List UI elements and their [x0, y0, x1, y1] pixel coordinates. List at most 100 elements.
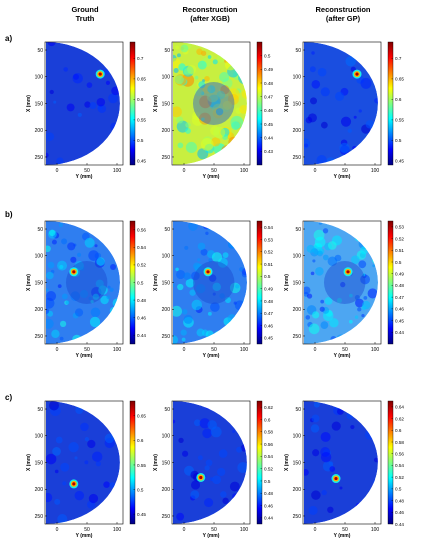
x-axis-label: Y (mm): [334, 353, 351, 359]
colorbar-tick-label: 0.48: [395, 498, 404, 503]
colorbar-tick-label: 0.55: [137, 463, 146, 468]
x-tick-label: 100: [113, 347, 122, 353]
y-tick-label: 250: [162, 334, 171, 340]
colorbar-tick-label: 0.44: [264, 135, 273, 140]
column-header-gp: Reconstruction (after GP): [288, 5, 398, 23]
colorbar: [256, 41, 263, 166]
colorbar-tick-label: 0.48: [264, 491, 273, 496]
lesion-marker: [98, 72, 102, 76]
colorbar-tick-label: 0.44: [395, 330, 404, 335]
colorbar: [129, 400, 136, 525]
x-tick-label: 0: [314, 347, 317, 353]
y-tick-label: 100: [293, 75, 302, 81]
lesion-marker: [72, 270, 76, 274]
colorbar-tick-label: 0.47: [264, 311, 273, 316]
lesion-marker: [355, 72, 359, 76]
colorbar-tick-label: 0.46: [264, 108, 273, 113]
colorbar-tick-label: 0.65: [395, 77, 404, 82]
y-tick-label: 100: [162, 75, 171, 81]
colorbar-tick-label: 0.62: [264, 405, 273, 410]
colorbar-tick-label: 0.46: [264, 503, 273, 508]
colorbar-tick-label: 0.52: [137, 263, 146, 268]
colorbar-tick-label: 0.46: [395, 510, 404, 515]
lesion-marker: [72, 482, 76, 486]
colorbar-tick-label: 0.44: [137, 333, 146, 338]
y-tick-label: 250: [293, 334, 302, 340]
y-axis-label: X (mm): [26, 274, 32, 291]
x-tick-label: 50: [342, 168, 348, 174]
y-tick-label: 100: [35, 434, 44, 440]
column-header-ground-truth: Ground Truth: [30, 5, 140, 23]
colorbar-tick-label: 0.49: [395, 272, 404, 277]
y-tick-label: 50: [37, 227, 43, 233]
colorbar-tick-label: 0.49: [264, 67, 273, 72]
colorbar: [387, 41, 394, 166]
y-tick-label: 150: [293, 460, 302, 466]
x-tick-label: 0: [183, 168, 186, 174]
y-tick-label: 200: [35, 487, 44, 493]
y-tick-label: 100: [35, 254, 44, 260]
lesion-marker: [199, 475, 203, 480]
colorbar-tick-label: 0.56: [264, 442, 273, 447]
colorbar-tick-label: 0.65: [137, 414, 146, 419]
x-tick-label: 0: [183, 347, 186, 353]
x-tick-label: 0: [314, 168, 317, 174]
colorbar-tick-label: 0.6: [137, 438, 144, 443]
lesion-marker: [346, 270, 350, 274]
column-header-line2: (after XGB): [190, 14, 230, 23]
colorbar-tick-label: 0.65: [137, 77, 146, 82]
x-tick-label: 50: [84, 347, 90, 353]
colorbar-tick-label: 0.51: [264, 262, 273, 267]
lesion-marker: [206, 270, 210, 274]
y-tick-label: 150: [35, 460, 44, 466]
y-tick-label: 250: [162, 155, 171, 161]
y-tick-label: 100: [162, 254, 171, 260]
y-tick-label: 150: [35, 280, 44, 286]
colorbar-tick-label: 0.5: [395, 487, 402, 492]
y-tick-label: 200: [162, 487, 171, 493]
x-tick-label: 50: [342, 527, 348, 533]
y-tick-label: 250: [293, 155, 302, 161]
y-axis-label: X (mm): [153, 95, 159, 112]
x-tick-label: 100: [371, 347, 380, 353]
y-axis-label: X (mm): [26, 454, 32, 471]
column-header-line1: Reconstruction: [315, 5, 371, 14]
colorbar-tick-label: 0.5: [395, 260, 402, 265]
row-label-c: c): [5, 393, 13, 402]
y-axis-label: X (mm): [153, 454, 159, 471]
y-tick-label: 150: [293, 280, 302, 286]
row-label-a: a): [5, 34, 13, 43]
x-tick-label: 100: [240, 347, 249, 353]
colorbar-tick-label: 0.54: [264, 454, 273, 459]
colorbar-tick-label: 0.5: [264, 53, 271, 58]
breast-region: [46, 221, 120, 344]
y-tick-label: 250: [293, 514, 302, 520]
colorbar-tick-label: 0.45: [395, 159, 404, 164]
colorbar-tick-label: 0.55: [137, 118, 146, 123]
y-tick-label: 200: [35, 307, 44, 313]
y-tick-label: 200: [293, 487, 302, 493]
colorbar-tick-label: 0.5: [395, 138, 402, 143]
y-tick-label: 150: [35, 101, 44, 107]
x-tick-label: 100: [240, 168, 249, 174]
colorbar-tick-label: 0.45: [264, 336, 273, 341]
y-tick-label: 100: [293, 434, 302, 440]
colorbar-tick-label: 0.46: [264, 323, 273, 328]
y-tick-label: 250: [35, 514, 44, 520]
y-tick-label: 50: [37, 48, 43, 54]
colorbar-tick-label: 0.6: [264, 417, 271, 422]
y-tick-label: 150: [162, 280, 171, 286]
colorbar: [129, 41, 136, 166]
y-tick-label: 100: [162, 434, 171, 440]
colorbar-tick-label: 0.48: [137, 298, 146, 303]
x-axis-label: Y (mm): [203, 353, 220, 359]
colorbar-tick-label: 0.45: [137, 512, 146, 517]
colorbar-tick-label: 0.55: [395, 118, 404, 123]
x-tick-label: 0: [314, 527, 317, 533]
x-tick-label: 100: [371, 527, 380, 533]
